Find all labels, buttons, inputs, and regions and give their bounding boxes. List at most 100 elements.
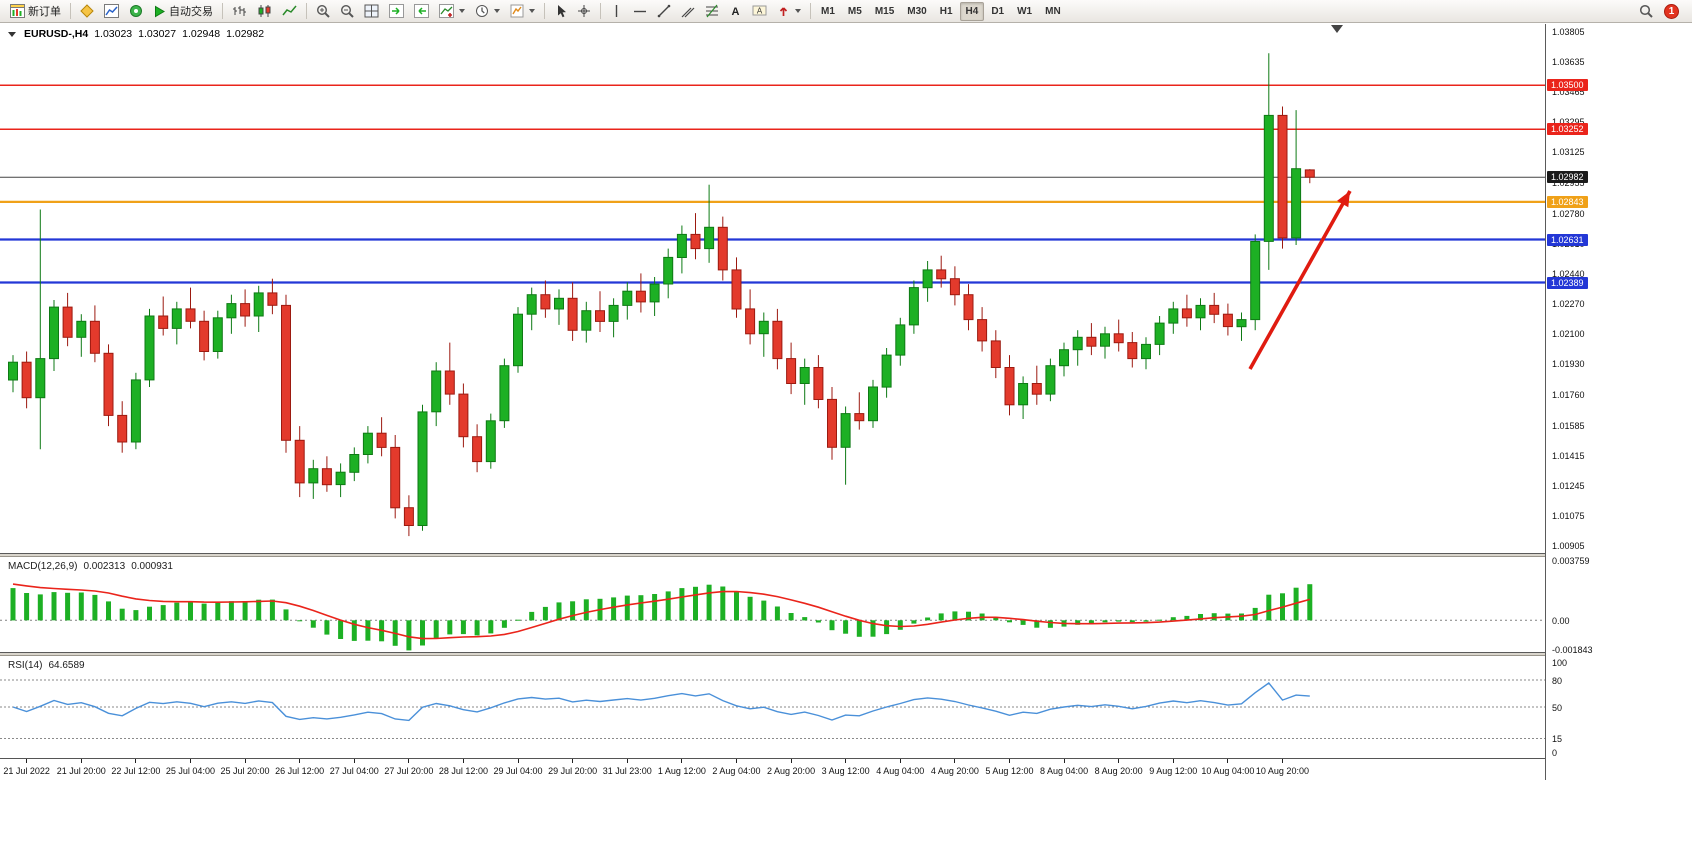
- candle-body: [281, 304, 291, 441]
- indicators-button[interactable]: [434, 2, 470, 21]
- macd-histogram-bar: [488, 620, 494, 634]
- bid-price-tag: 1.02982: [1547, 171, 1588, 184]
- market-watch-button[interactable]: [99, 2, 124, 21]
- time-axis[interactable]: 21 Jul 2022 21 Jul 20:00 22 Jul 12:00 25 Ju…: [0, 758, 1692, 780]
- timeframe-button-mn[interactable]: MN: [1045, 5, 1061, 17]
- timeframe-button-h1[interactable]: H1: [939, 5, 953, 17]
- macd-histogram-bar: [652, 594, 658, 621]
- candle-body: [1086, 336, 1097, 347]
- macd-histogram-bar: [256, 599, 262, 621]
- chart-shift-button[interactable]: [409, 2, 434, 21]
- macd-histogram-bar: [734, 591, 739, 621]
- timeframe-button-m1[interactable]: M1: [821, 5, 835, 17]
- price-axis[interactable]: 1.03805 1.03635 1.03465 1.03295 1.03125 1.029…: [1546, 24, 1692, 780]
- timeframe-button-m15[interactable]: M15: [874, 5, 895, 17]
- cursor-button[interactable]: [549, 2, 572, 21]
- arrows-button[interactable]: [772, 2, 806, 21]
- time-label: 21 Jul 20:00: [56, 766, 106, 776]
- time-label: 29 Jul 20:00: [548, 766, 598, 776]
- level-price-tag[interactable]: 1.03500: [1547, 79, 1588, 92]
- time-label: 8 Aug 04:00: [1040, 766, 1089, 776]
- candle-body: [89, 320, 100, 354]
- level-price-tag[interactable]: 1.02843: [1547, 195, 1588, 208]
- macd-canvas[interactable]: [0, 557, 1545, 652]
- metaeditor-button[interactable]: [75, 2, 99, 21]
- main-chart-canvas[interactable]: [0, 24, 1545, 553]
- macd-histogram-bar: [106, 601, 111, 621]
- timeframe-button-m5[interactable]: M5: [847, 5, 862, 17]
- notification-badge[interactable]: 1: [1664, 3, 1679, 19]
- time-label: 10 Aug 04:00: [1201, 766, 1255, 776]
- candle-body: [35, 358, 46, 399]
- level-price-tag[interactable]: 1.03252: [1547, 123, 1588, 136]
- trendline-button[interactable]: [652, 2, 676, 21]
- macd-histogram-bar: [228, 601, 234, 621]
- bar-chart-button[interactable]: [227, 2, 252, 21]
- candle-body: [1250, 241, 1261, 321]
- time-label: 27 Jul 04:00: [329, 766, 379, 776]
- equidistant-channel-button[interactable]: [676, 2, 700, 21]
- macd-histogram-bar: [474, 620, 480, 636]
- candle-body: [403, 507, 414, 527]
- fibonacci-button[interactable]: [700, 2, 724, 21]
- timeframe-button-w1[interactable]: W1: [1017, 5, 1033, 17]
- periods-button[interactable]: [470, 2, 505, 21]
- horizontal-line-button[interactable]: [628, 2, 652, 21]
- tile-windows-button[interactable]: [359, 2, 384, 21]
- level-price-tag[interactable]: 1.02389: [1547, 276, 1588, 289]
- macd-histogram-bar: [1088, 620, 1094, 624]
- crosshair-button[interactable]: [572, 2, 596, 21]
- auto-scroll-button[interactable]: [384, 2, 409, 21]
- candlestick-chart-icon: [257, 4, 272, 18]
- time-label: 2 Aug 04:00: [712, 766, 761, 776]
- macd-histogram-bar: [310, 620, 316, 628]
- macd-histogram-bar: [215, 602, 221, 621]
- panel-divider[interactable]: [0, 652, 1692, 656]
- zoom-out-button[interactable]: [335, 2, 359, 21]
- auto-trading-button[interactable]: 自动交易: [148, 2, 218, 21]
- chevron-down-icon: [795, 9, 801, 13]
- candle-body: [608, 304, 619, 322]
- time-label: 1 Aug 12:00: [657, 766, 706, 776]
- text-button[interactable]: A: [724, 2, 747, 21]
- panel-divider[interactable]: [0, 553, 1692, 557]
- candle-body: [649, 283, 660, 303]
- community-button[interactable]: [124, 2, 148, 21]
- trend-arrow[interactable]: [1248, 190, 1352, 370]
- one-click-trading-caret[interactable]: [8, 31, 16, 37]
- timeframe-button-h4[interactable]: H4: [959, 1, 985, 21]
- price-tick: 1.01760: [1552, 389, 1585, 400]
- macd-histogram-bar: [1307, 584, 1313, 621]
- chart-shift-marker[interactable]: [1331, 25, 1343, 33]
- candle-body: [1222, 313, 1233, 328]
- timeframe-button-d1[interactable]: D1: [991, 5, 1005, 17]
- time-label: 5 Aug 12:00: [985, 766, 1034, 776]
- macd-signal-value: 0.000931: [131, 561, 173, 572]
- macd-histogram-bar: [365, 620, 371, 641]
- templates-button[interactable]: [505, 2, 540, 21]
- price-tick: 1.03465: [1552, 87, 1585, 97]
- rsi-canvas[interactable]: [0, 656, 1545, 758]
- candle-body: [321, 468, 332, 486]
- macd-histogram-bar: [870, 620, 876, 637]
- new-order-label: 新订单: [28, 6, 61, 18]
- zoom-in-button[interactable]: [311, 2, 335, 21]
- open-value: 1.03023: [94, 28, 133, 40]
- timeframe-button-m30[interactable]: M30: [907, 5, 927, 17]
- line-chart-button[interactable]: [277, 2, 302, 21]
- candle-body: [76, 320, 87, 338]
- vertical-line-button[interactable]: [605, 2, 628, 21]
- chart-window: EURUSD-,H4 1.03023 1.03027 1.02948 1.029…: [0, 24, 1692, 844]
- separator: [306, 3, 307, 19]
- candle-body: [308, 468, 319, 484]
- search-button[interactable]: [1634, 2, 1658, 21]
- axis-separator: [1545, 24, 1546, 780]
- macd-histogram-bar: [406, 620, 412, 651]
- new-order-button[interactable]: 新订单: [5, 2, 66, 21]
- text-label-button[interactable]: A: [747, 2, 772, 21]
- candlestick-chart-button[interactable]: [252, 2, 277, 21]
- level-price-tag[interactable]: 1.02631: [1547, 233, 1588, 246]
- macd-axis-label: 0.003759: [1552, 556, 1590, 567]
- candle-body: [1277, 114, 1288, 239]
- vertical-line-icon: [610, 4, 623, 18]
